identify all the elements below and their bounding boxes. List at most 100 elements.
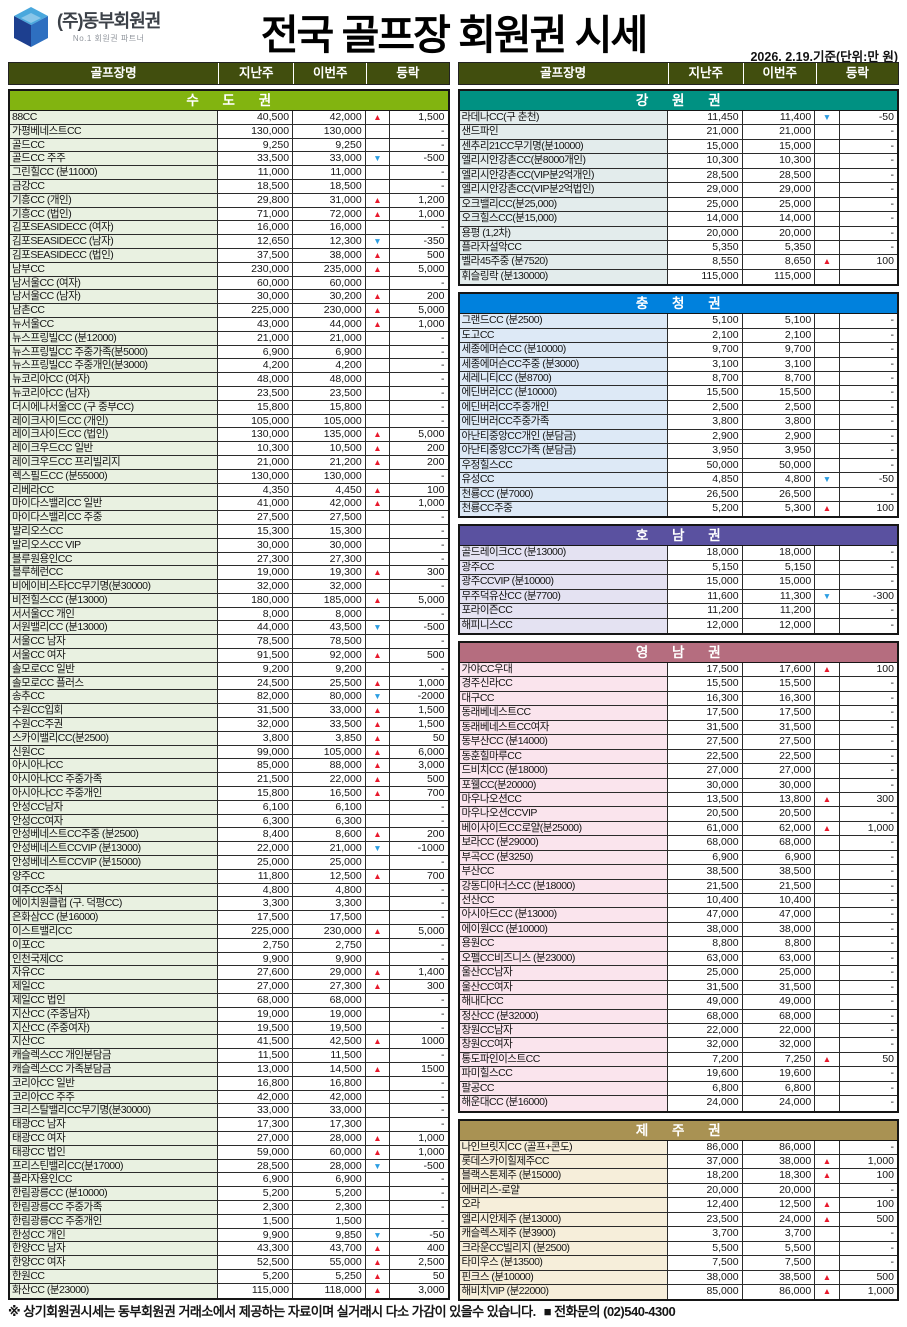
arrow-none xyxy=(815,560,840,575)
cell-change-amount: - xyxy=(890,807,895,820)
table-row: 남서울CC (남자) 30,000 30,200 ▲ 200 xyxy=(10,290,448,305)
cell-this-week-price: 31,500 xyxy=(742,720,816,735)
cell-change-amount: -500 xyxy=(423,1159,445,1172)
cell-course-name: 아시아나CC 주중가족 xyxy=(10,773,219,787)
cell-this-week-price: 92,000 xyxy=(293,649,366,662)
cell-last-week-price: 11,200 xyxy=(667,604,743,618)
cell-course-name: 뉴코리아CC (남자) xyxy=(10,386,219,400)
cell-last-week-price: 7,200 xyxy=(667,1052,743,1067)
cell-this-week-price: 19,600 xyxy=(742,1067,816,1081)
table-row: 세종에머슨CC주중 (분3000) 3,100 3,100- xyxy=(459,357,897,372)
cell-last-week-price: 12,650 xyxy=(218,235,294,248)
cell-course-name: 세레니티CC (분8700) xyxy=(459,372,668,386)
table-row: 동래베네스트CC여자 31,500 31,500- xyxy=(459,720,897,736)
cell-change-amount: 1,000 xyxy=(418,1131,445,1144)
cell-course-name: 프리스틴밸리CC(분17000) xyxy=(10,1159,219,1173)
arrow-none xyxy=(366,814,391,828)
cell-last-week-price: 15,000 xyxy=(667,575,743,589)
arrow-up-icon: ▲ xyxy=(815,1284,840,1300)
arrow-none xyxy=(366,138,391,152)
cell-this-week-price: 5,100 xyxy=(742,314,816,328)
cell-course-name: 솔모로CC 일반 xyxy=(10,662,219,676)
cell-change-amount: - xyxy=(441,883,445,896)
cell-change-amount: - xyxy=(890,212,895,225)
cell-last-week-price: 15,500 xyxy=(667,677,743,691)
arrow-none xyxy=(366,1200,391,1214)
table-row: 경주신라CC 15,500 15,500- xyxy=(459,677,897,692)
table-row: 남서울CC (여자) 60,000 60,000- xyxy=(10,276,448,291)
table-row: 신원CC 99,000 105,000 ▲ 6,000 xyxy=(10,745,448,760)
table-row: 에이원CC (분10000) 38,000 38,000- xyxy=(459,922,897,938)
arrow-none xyxy=(366,1076,391,1090)
arrow-up-icon: ▲ xyxy=(366,759,391,773)
cell-course-name: 기흥CC (개인) xyxy=(10,193,219,207)
cell-this-week-price: 28,000 xyxy=(293,1159,366,1173)
table-row: 휘슬링락 (분130000) 115,000 115,000 xyxy=(459,269,898,285)
cell-last-week-price: 82,000 xyxy=(218,690,294,704)
cell-this-week-price: 28,500 xyxy=(742,168,816,183)
table-row: 골드CC 9,250 9,250- xyxy=(10,138,448,153)
arrow-none xyxy=(815,168,840,183)
cell-last-week-price: 4,800 xyxy=(218,883,294,897)
arrow-up-icon: ▲ xyxy=(366,731,391,745)
cell-change-amount: - xyxy=(890,125,895,138)
table-row: 울산CC여자 31,500 31,500- xyxy=(459,980,897,996)
cell-last-week-price: 11,800 xyxy=(218,869,294,883)
table-row: 타미우스 (분13500) 7,500 7,500- xyxy=(459,1256,897,1271)
table-row: 에버리스-로얄 20,000 20,000- xyxy=(459,1183,897,1199)
cell-this-week-price: 8,700 xyxy=(742,372,816,386)
arrow-none xyxy=(366,1007,391,1021)
cell-last-week-price: 21,500 xyxy=(218,773,294,787)
cell-last-week-price: 230,000 xyxy=(218,262,294,276)
arrow-up-icon: ▲ xyxy=(815,255,840,269)
arrow-up-icon: ▲ xyxy=(366,593,391,607)
arrow-none xyxy=(815,1227,840,1241)
logo-cube-icon xyxy=(10,5,52,49)
cell-change-amount: 1,000 xyxy=(867,821,894,834)
cell-this-week-price: 17,500 xyxy=(742,706,816,720)
cell-this-week-price: 2,300 xyxy=(293,1200,366,1214)
cell-change-amount: - xyxy=(890,458,895,471)
cell-change-amount: 200 xyxy=(426,455,445,468)
cell-last-week-price: 15,500 xyxy=(667,386,743,400)
table-row: 서울CC 남자 78,500 78,500- xyxy=(10,635,448,650)
arrow-none xyxy=(815,125,840,139)
cell-last-week-price: 14,000 xyxy=(667,212,743,226)
cell-last-week-price: 42,000 xyxy=(218,1090,294,1104)
cell-course-name: 한성CC 개인 xyxy=(10,1228,219,1242)
cell-change-amount: - xyxy=(441,414,445,427)
cell-this-week-price: 16,500 xyxy=(293,787,366,800)
arrow-none xyxy=(366,511,391,524)
arrow-none xyxy=(815,1038,840,1052)
arrow-none xyxy=(815,980,840,995)
cell-course-name: 센추리21CC무기명(분10000) xyxy=(459,139,668,154)
cell-change-amount: - xyxy=(441,552,445,565)
cell-course-name: 마이다스밸리CC 일반 xyxy=(10,497,219,511)
cell-change-amount: 200 xyxy=(426,442,445,455)
cell-course-name: 도고CC xyxy=(459,328,668,343)
table-row: 포웰CC(분20000) 30,000 30,000- xyxy=(459,778,897,793)
cell-change-amount: - xyxy=(890,487,895,500)
table-row: 뉴서울CC 43,000 44,000 ▲ 1,000 xyxy=(10,317,448,332)
cell-this-week-price: 5,150 xyxy=(742,560,816,575)
cell-change-amount: - xyxy=(441,331,445,344)
cell-change-amount: - xyxy=(441,373,445,386)
arrow-none xyxy=(815,372,840,386)
arrow-none xyxy=(815,1067,840,1081)
cell-last-week-price: 63,000 xyxy=(667,951,743,966)
cell-course-name: 용평 (1,2차) xyxy=(459,226,668,240)
cell-last-week-price: 23,500 xyxy=(218,386,294,400)
table-row: 플라자용인CC 6,900 6,900- xyxy=(10,1173,448,1188)
arrow-down-icon: ▼ xyxy=(366,621,391,635)
cell-last-week-price: 6,900 xyxy=(667,850,743,865)
table-row: 마이다스밸리CC 일반 41,000 42,000 ▲ 1,000 xyxy=(10,497,448,512)
table-row: 크라운CC빌리지 (분2500) 5,500 5,500- xyxy=(459,1241,897,1257)
cell-course-name: 남서울CC (남자) xyxy=(10,290,219,304)
cell-course-name: 아시아드CC (분13000) xyxy=(459,908,668,922)
cell-last-week-price: 18,500 xyxy=(218,179,294,193)
cell-last-week-price: 27,000 xyxy=(218,980,294,993)
cell-this-week-price: 48,000 xyxy=(293,373,366,386)
arrow-down-icon: ▼ xyxy=(815,111,840,125)
cell-change-amount: 1,500 xyxy=(418,704,445,717)
cell-this-week-price: 5,250 xyxy=(293,1269,366,1283)
